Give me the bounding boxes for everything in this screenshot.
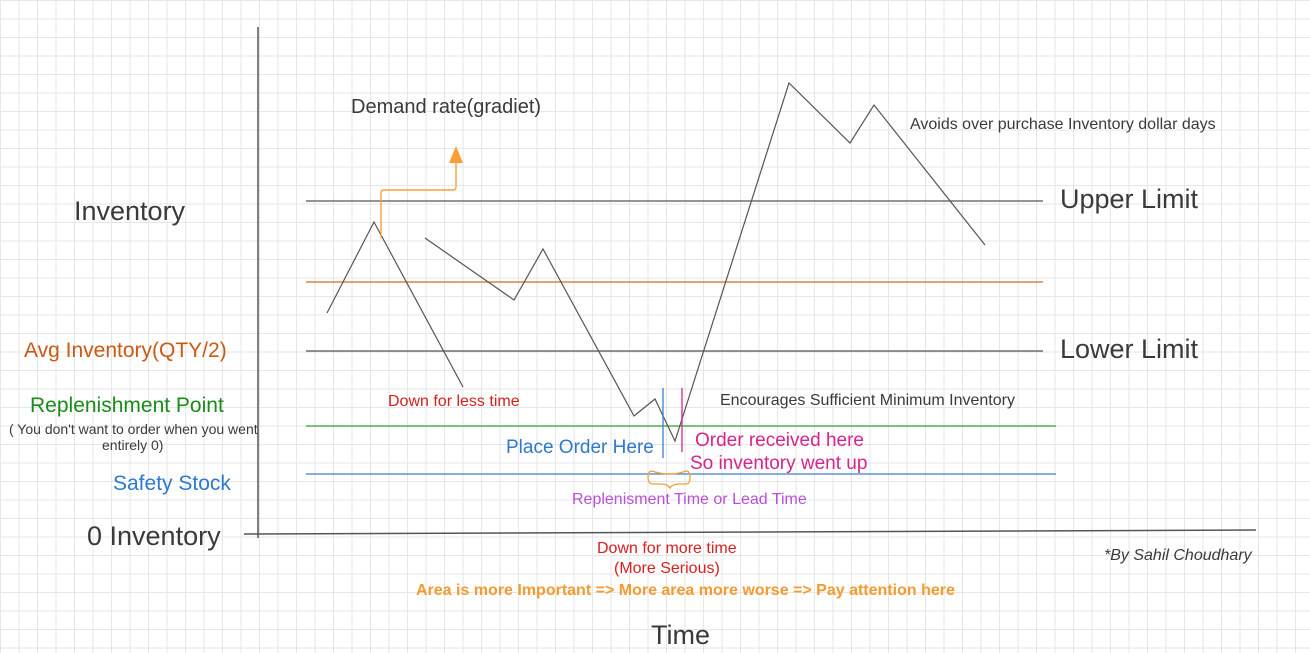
lead-time-brace: [647, 470, 691, 490]
demand-rate-arrow: [380, 150, 457, 238]
inventory-axis-label: Inventory: [74, 196, 186, 226]
down-less-time-label: Down for less time: [388, 393, 520, 410]
area-importance-note: Area is more Important => More area more…: [416, 582, 955, 599]
lead-time-label: Replenisment Time or Lead Time: [572, 491, 807, 508]
order-received-label-line2: So inventory went up: [690, 453, 868, 474]
down-more-time-label-line1: Down for more time: [597, 540, 737, 557]
time-axis-label: Time: [651, 620, 710, 650]
author-credit: *By Sahil Choudhary: [1104, 547, 1252, 564]
place-order-label: Place Order Here: [506, 437, 654, 458]
order-received-label-line1: Order received here: [695, 430, 864, 451]
demand-rate-label: Demand rate(gradiet): [351, 96, 542, 118]
replenishment-note-line2: entirely 0): [102, 437, 164, 453]
replenishment-point-label: Replenishment Point: [30, 394, 224, 417]
x-axis: [243, 529, 1257, 535]
avg-inventory-label: Avg Inventory(QTY/2): [24, 339, 227, 362]
lower-limit-label: Lower Limit: [1060, 334, 1199, 364]
encourages-minimum-label: Encourages Sufficient Minimum Inventory: [720, 392, 1015, 409]
inventory-level-line-2: [424, 81, 986, 443]
down-more-time-label-line2: (More Serious): [614, 560, 720, 577]
zero-inventory-label: 0 Inventory: [87, 521, 221, 551]
demand-rate-arrowhead: [449, 146, 463, 163]
inventory-level-line-1: [326, 220, 464, 388]
upper-limit-label: Upper Limit: [1060, 184, 1199, 214]
safety-stock-label: Safety Stock: [113, 472, 231, 495]
avoids-over-purchase-label: Avoids over purchase Inventory dollar da…: [910, 116, 1216, 133]
replenishment-note-line1: ( You don't want to order when you went: [9, 421, 258, 437]
